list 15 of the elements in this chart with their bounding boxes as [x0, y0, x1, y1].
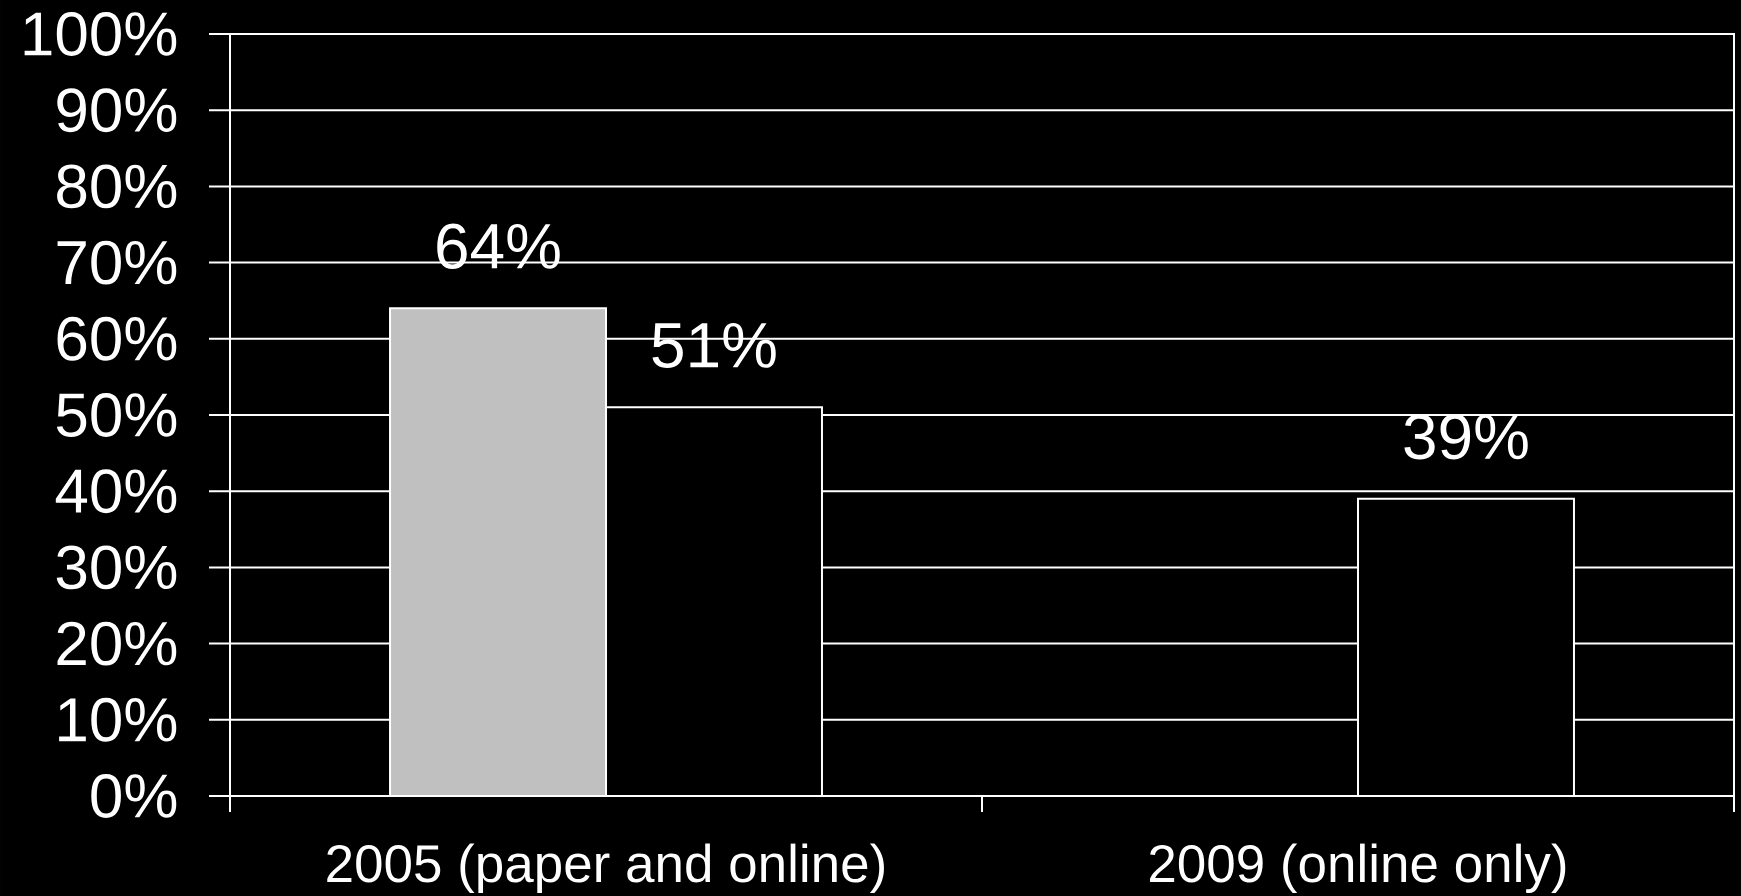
y-tick-label: 70% [57, 240, 177, 285]
y-tick-label: 10% [59, 697, 177, 742]
x-tick-label: 2005 (paper and online) [327, 843, 884, 893]
y-tick-label: 60% [57, 316, 177, 361]
y-tick-label: 0% [91, 774, 177, 818]
x-tick-label: 2009 (online only) [1150, 843, 1566, 893]
y-tick-label: 40% [55, 469, 177, 514]
y-tick-label: 80% [57, 164, 177, 209]
data-label: 39% [1404, 414, 1528, 460]
y-tick-label: 50% [56, 393, 177, 437]
y-tick-label: 90% [57, 88, 177, 133]
y-tick-label: 30% [56, 545, 177, 590]
y-tick-label: 100% [24, 12, 177, 56]
y-tick-label: 20% [57, 621, 177, 666]
data-label: 64% [437, 223, 560, 269]
